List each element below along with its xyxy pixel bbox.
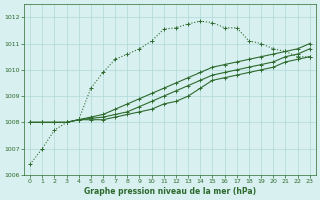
X-axis label: Graphe pression niveau de la mer (hPa): Graphe pression niveau de la mer (hPa) (84, 187, 256, 196)
